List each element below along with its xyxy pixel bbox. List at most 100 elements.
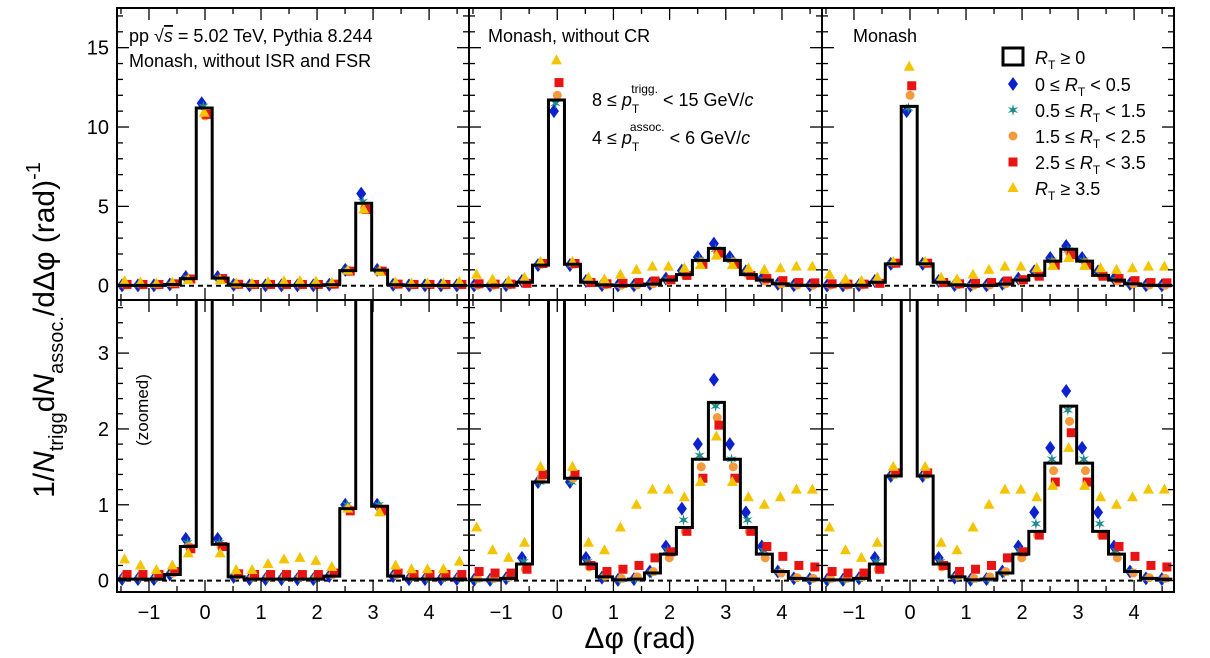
x-tick-label: 4 (776, 602, 787, 624)
rt4-point (198, 106, 210, 117)
all-rt-histogram (822, 104, 1173, 288)
rt4-point (967, 521, 979, 532)
rt4-point (1079, 479, 1091, 490)
all-rt-histogram (117, 300, 468, 581)
rt4-point (742, 491, 754, 502)
rt4-point (471, 521, 483, 532)
rt4-point (710, 249, 722, 260)
rt4-point (598, 544, 610, 555)
rt4-point (119, 275, 131, 286)
panel-frame (116, 299, 470, 593)
svg-text:4 ≤ pTassoc. < 6 GeV/c: 4 ≤ pTassoc. < 6 GeV/c (592, 120, 750, 154)
x-tick-label: 0 (552, 602, 563, 624)
rt3-point (1082, 477, 1092, 487)
rt3-point (570, 469, 580, 479)
rt2-point (1049, 466, 1059, 476)
rt3-point (923, 468, 933, 478)
rt3-point (714, 420, 724, 430)
rt4-point (855, 551, 867, 562)
rt4-point (790, 260, 802, 271)
rt3-point (650, 553, 660, 563)
rt3-point (250, 570, 260, 580)
rt2-point (552, 90, 562, 100)
x-tick-label: 1 (960, 602, 971, 624)
rt3-point (1066, 428, 1076, 438)
svg-text:1/NtriggdNassoc./dΔφ (rad)-1: 1/NtriggdNassoc./dΔφ (rad)-1 (23, 162, 68, 498)
x-tick-label: 3 (368, 602, 379, 624)
kinematic-cuts: 8 ≤ pTtrigg. < 15 GeV/c 4 ≤ pTassoc. < 6… (592, 82, 754, 154)
rt3-point (170, 567, 180, 577)
legend-marker (1008, 131, 1018, 141)
rt1-point (1062, 404, 1074, 416)
rt3-point (1002, 276, 1012, 286)
rt3-point (634, 560, 644, 570)
rt3-point (297, 570, 307, 580)
rt4-point (887, 460, 899, 471)
rt4-point (262, 557, 274, 568)
rt3-point (554, 78, 564, 88)
rt4-point (294, 551, 306, 562)
y-tick-label: 2 (98, 419, 109, 441)
rt3-point (1098, 530, 1108, 540)
rt4-point (358, 203, 370, 214)
rt4-point (726, 476, 738, 487)
rt4-point (1142, 260, 1154, 271)
y-tick-label: 0 (98, 276, 109, 298)
legend-label: RT ≥ 0 (1035, 48, 1085, 72)
rt4-point (182, 547, 194, 558)
rt3-point (1146, 560, 1156, 570)
rt4-point (662, 483, 674, 494)
rt3-point (618, 278, 628, 288)
rt0-point (356, 186, 367, 201)
y-tick-label: 1 (98, 495, 109, 517)
rt4-point (487, 544, 499, 555)
panel2-title: Monash, without CR (488, 26, 650, 46)
rt4-point (630, 263, 642, 274)
rt4-point (535, 255, 547, 266)
rt3-point (490, 568, 500, 578)
rt3-point (282, 570, 292, 580)
rt3-point (506, 568, 516, 578)
rt4-point (503, 274, 515, 285)
rt4-point (134, 559, 146, 570)
x-tick-label: 3 (720, 602, 731, 624)
rt3-point (1114, 274, 1124, 284)
rt2-point (776, 568, 786, 578)
rt3-point (987, 278, 997, 288)
rt1-point (550, 97, 561, 110)
rt4-point (518, 271, 530, 282)
rt4-point (310, 275, 322, 286)
all-rt-histogram (469, 300, 821, 582)
y-tick-label: 5 (98, 196, 109, 218)
rt3-point (218, 541, 228, 551)
rt4-point (119, 553, 131, 564)
rt4-point (871, 536, 883, 547)
rt2-point (1112, 553, 1122, 563)
x-tick-label: 4 (424, 602, 435, 624)
rt4-point (518, 536, 530, 547)
rt3-point (907, 81, 917, 91)
legend-marker (1008, 157, 1018, 167)
panel1-header: pp √s = 5.02 TeV, Pythia 8.244 Monash, w… (129, 26, 373, 71)
rt0-point (1061, 384, 1072, 399)
panel-frame (821, 299, 1175, 593)
rt4-point (230, 564, 242, 575)
rt3-point (730, 473, 740, 483)
rt4-point (774, 491, 786, 502)
panel3-title: Monash (853, 26, 917, 46)
x-tick-label: −1 (138, 602, 161, 624)
rt4-point (550, 54, 562, 65)
x-tick-label: 3 (1073, 602, 1084, 624)
rt4-point (390, 559, 402, 570)
rt1-point (742, 513, 753, 526)
rt4-point (582, 536, 594, 547)
svg-text:pp √s = 5.02 TeV, Pythia 8.24: pp √s = 5.02 TeV, Pythia 8.244 (129, 26, 373, 46)
rt3-point (650, 276, 660, 286)
rt3-point (666, 547, 676, 557)
rt2-point (1001, 567, 1011, 577)
rt4-point (1047, 259, 1059, 270)
rt4-point (471, 268, 483, 279)
rt4-point (1110, 263, 1122, 274)
rt4-point (694, 476, 706, 487)
